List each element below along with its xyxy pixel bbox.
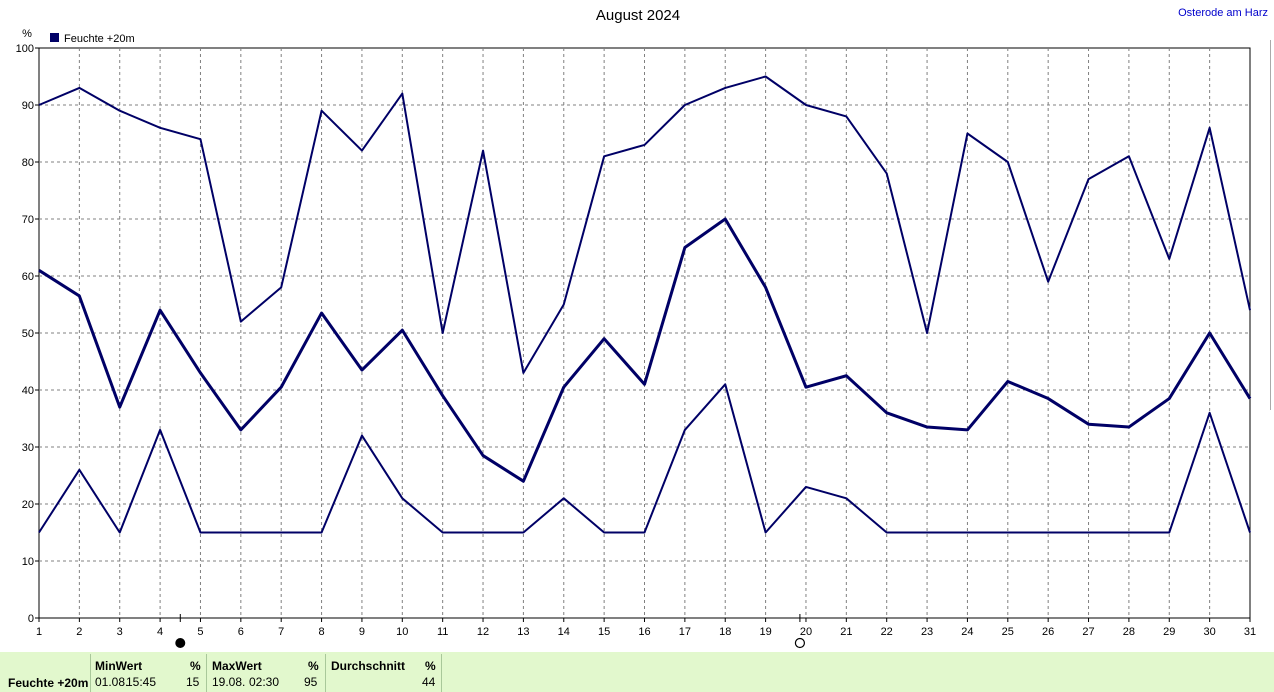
- x-tick-label: 9: [359, 626, 365, 638]
- avg-unit: %: [425, 659, 436, 673]
- series-line-average: [38, 217, 1252, 483]
- y-tick-label: 10: [22, 556, 34, 568]
- avg-value: 44: [422, 675, 436, 689]
- y-tick-label: 90: [22, 100, 34, 112]
- x-tick-label: 13: [517, 626, 529, 638]
- divider: [325, 654, 326, 692]
- x-tick-label: 3: [117, 626, 123, 638]
- chart-grid: [38, 47, 1251, 619]
- x-tick-label: 5: [197, 626, 203, 638]
- min-date: 01.08.: [95, 675, 129, 689]
- x-tick-label: 11: [437, 626, 448, 638]
- x-tick-label: 8: [319, 626, 325, 638]
- scrollbar[interactable]: [1270, 40, 1274, 410]
- legend-swatch: [50, 33, 59, 42]
- y-tick-label: 100: [16, 43, 34, 55]
- x-tick-label: 14: [558, 626, 570, 638]
- max-header: MaxWert: [212, 659, 262, 673]
- y-tick-label: 80: [22, 157, 34, 169]
- location-label[interactable]: Osterode am Harz: [1178, 7, 1268, 19]
- x-tick-label: 10: [396, 626, 408, 638]
- max-unit: %: [308, 659, 319, 673]
- x-tick-label: 2: [76, 626, 82, 638]
- x-tick-label: 31: [1244, 626, 1256, 638]
- series-line-min: [38, 383, 1251, 534]
- x-tick-label: 29: [1163, 626, 1175, 638]
- x-tick-label: 26: [1042, 626, 1054, 638]
- y-unit-label: %: [22, 28, 32, 40]
- x-tick-label: 16: [638, 626, 650, 638]
- x-tick-label: 27: [1082, 626, 1094, 638]
- x-tick-label: 21: [840, 626, 852, 638]
- y-tick-label: 70: [22, 214, 34, 226]
- x-tick-label: 30: [1204, 626, 1216, 638]
- x-tick-label: 17: [679, 626, 691, 638]
- stats-footer: Feuchte +20m MinWert % 01.08. 15:45 15 M…: [0, 652, 1274, 692]
- x-tick-label: 24: [961, 626, 973, 638]
- min-unit: %: [190, 659, 201, 673]
- y-tick-label: 60: [22, 271, 34, 283]
- new-moon-icon: [175, 638, 186, 648]
- x-axis-ticks: 1 2 3 4 5 6 7 8 9 10 11 12 13 14 15 16 17 18 19 20 21 22 23 24 2…: [36, 618, 1256, 638]
- x-tick-label: 15: [598, 626, 610, 638]
- x-tick-label: 28: [1123, 626, 1135, 638]
- min-header: MinWert: [95, 659, 143, 673]
- series-lines: [38, 75, 1252, 534]
- series-line-max: [38, 75, 1251, 374]
- y-tick-label: 30: [22, 442, 34, 454]
- divider: [90, 654, 91, 692]
- x-tick-label: 25: [1002, 626, 1014, 638]
- moon-markers: [175, 614, 806, 649]
- x-tick-label: 6: [238, 626, 244, 638]
- footer-row-label: Feuchte +20m: [8, 676, 89, 690]
- chart-title: August 2024: [596, 7, 680, 24]
- y-tick-label: 50: [22, 328, 34, 340]
- x-tick-label: 12: [477, 626, 489, 638]
- x-tick-label: 19: [759, 626, 771, 638]
- divider: [206, 654, 207, 692]
- x-tick-label: 4: [157, 626, 163, 638]
- y-tick-label: 0: [28, 613, 34, 625]
- x-tick-label: 1: [36, 626, 42, 638]
- x-tick-label: 18: [719, 626, 731, 638]
- min-time: 15:45: [126, 675, 157, 689]
- y-tick-label: 20: [22, 499, 34, 511]
- x-tick-label: 7: [278, 626, 284, 638]
- x-tick-label: 20: [800, 626, 812, 638]
- y-tick-label: 40: [22, 385, 34, 397]
- legend-label: Feuchte +20m: [64, 33, 135, 45]
- avg-header: Durchschnitt: [331, 659, 406, 673]
- min-value: 15: [186, 675, 200, 689]
- divider: [441, 654, 442, 692]
- y-axis-ticks: 0 10 20 30 40 50 60 70 80 90 100: [16, 43, 39, 625]
- max-value: 95: [304, 675, 318, 689]
- max-time: 02:30: [249, 675, 280, 689]
- humidity-chart: August 2024 Osterode am Harz % Feuchte +…: [16, 7, 1268, 649]
- max-date: 19.08.: [212, 675, 246, 689]
- full-moon-icon: [794, 637, 806, 649]
- x-tick-label: 23: [921, 626, 933, 638]
- x-tick-label: 22: [881, 626, 893, 638]
